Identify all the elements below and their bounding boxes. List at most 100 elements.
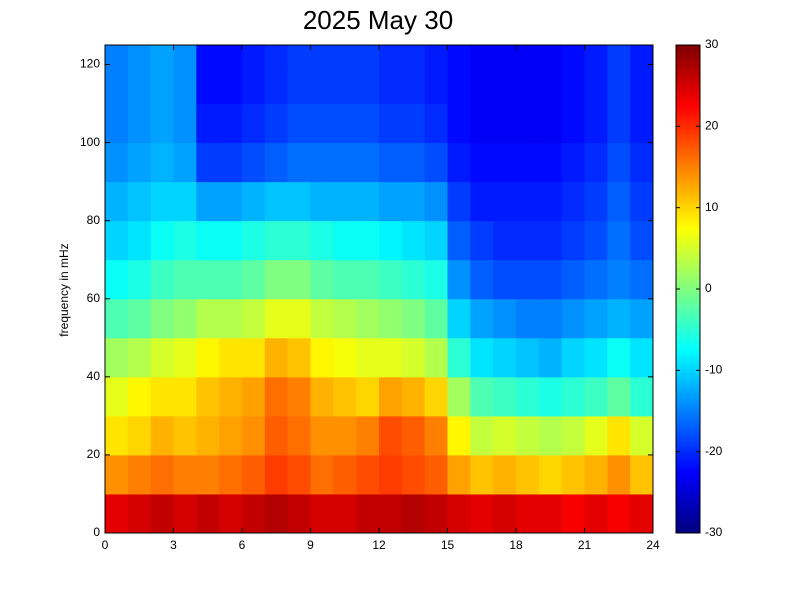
heatmap-cell bbox=[127, 64, 152, 105]
heatmap-cell bbox=[470, 454, 494, 495]
heatmap-cell bbox=[105, 142, 129, 183]
heatmap-cell bbox=[379, 181, 403, 222]
heatmap-cell bbox=[287, 181, 311, 222]
heatmap-cell bbox=[630, 181, 654, 222]
heatmap-cell bbox=[470, 298, 494, 339]
heatmap-cell bbox=[127, 298, 152, 339]
colorbar-tick-label: 10 bbox=[705, 200, 719, 214]
heatmap-cell bbox=[630, 45, 654, 66]
heatmap-cell bbox=[173, 493, 197, 534]
heatmap-cell bbox=[127, 45, 152, 66]
heatmap-cell bbox=[493, 454, 517, 495]
heatmap-cell bbox=[584, 376, 608, 417]
colorbar-tick-label: 30 bbox=[705, 37, 719, 51]
heatmap-cell bbox=[401, 259, 426, 300]
heatmap-cell bbox=[196, 298, 220, 339]
heatmap-cell bbox=[424, 259, 448, 300]
heatmap-cell bbox=[424, 103, 448, 144]
heatmap-cell bbox=[447, 64, 471, 105]
heatmap-cell bbox=[401, 454, 426, 495]
heatmap-cell bbox=[538, 181, 563, 222]
heatmap-cell bbox=[447, 415, 471, 456]
heatmap-cell bbox=[356, 103, 380, 144]
heatmap-cell bbox=[287, 337, 311, 378]
heatmap-cell bbox=[584, 259, 608, 300]
heatmap-cell bbox=[379, 493, 403, 534]
heatmap-cell bbox=[561, 376, 585, 417]
heatmap-cell bbox=[401, 103, 426, 144]
heatmap-cell bbox=[264, 298, 289, 339]
heatmap-cell bbox=[561, 415, 585, 456]
x-tick-label: 12 bbox=[372, 538, 386, 552]
heatmap-cell bbox=[105, 298, 129, 339]
heatmap-cell bbox=[561, 259, 585, 300]
heatmap-cell bbox=[607, 45, 631, 66]
heatmap-cell bbox=[333, 493, 357, 534]
heatmap-cell bbox=[379, 376, 403, 417]
heatmap-cell bbox=[287, 220, 311, 261]
heatmap-cell bbox=[333, 181, 357, 222]
heatmap-cell bbox=[196, 142, 220, 183]
heatmap-cell bbox=[379, 45, 403, 66]
heatmap-cell bbox=[264, 493, 289, 534]
heatmap-cell bbox=[287, 45, 311, 66]
heatmap-cell bbox=[538, 376, 563, 417]
heatmap-cell bbox=[401, 493, 426, 534]
colorbar-tick-label: -20 bbox=[705, 444, 723, 458]
heatmap-cell bbox=[310, 376, 334, 417]
heatmap-cell bbox=[287, 298, 311, 339]
heatmap-cell bbox=[424, 220, 448, 261]
heatmap-cell bbox=[401, 64, 426, 105]
heatmap-cell bbox=[127, 142, 152, 183]
heatmap-cell bbox=[447, 376, 471, 417]
heatmap-cell bbox=[516, 181, 540, 222]
y-axis-label: frequency in mHz bbox=[57, 243, 71, 336]
heatmap-cell bbox=[424, 298, 448, 339]
heatmap-cell bbox=[242, 103, 266, 144]
heatmap-cell bbox=[561, 181, 585, 222]
heatmap-cell bbox=[287, 415, 311, 456]
heatmap-cell bbox=[470, 493, 494, 534]
heatmap-cell bbox=[516, 45, 540, 66]
heatmap-cell bbox=[493, 181, 517, 222]
heatmap-cell bbox=[493, 298, 517, 339]
heatmap-cell bbox=[607, 259, 631, 300]
heatmap-cell bbox=[219, 64, 243, 105]
heatmap-cell bbox=[424, 493, 448, 534]
heatmap-cell bbox=[470, 103, 494, 144]
y-tick-label: 120 bbox=[80, 57, 100, 71]
heatmap-cell bbox=[333, 103, 357, 144]
heatmap-cell bbox=[219, 259, 243, 300]
heatmap-cell bbox=[196, 45, 220, 66]
heatmap-cell bbox=[196, 181, 220, 222]
heatmap-cell bbox=[150, 142, 174, 183]
heatmap-cell bbox=[538, 298, 563, 339]
heatmap-cell bbox=[516, 103, 540, 144]
heatmap-cell bbox=[447, 454, 471, 495]
heatmap-cell bbox=[333, 415, 357, 456]
heatmap-cell bbox=[493, 376, 517, 417]
heatmap-cell bbox=[516, 454, 540, 495]
heatmap-cell bbox=[264, 454, 289, 495]
heatmap-cell bbox=[584, 103, 608, 144]
heatmap-cell bbox=[424, 454, 448, 495]
heatmap-cell bbox=[538, 259, 563, 300]
heatmap-cell bbox=[401, 45, 426, 66]
heatmap-cell bbox=[196, 337, 220, 378]
heatmap-cell bbox=[538, 103, 563, 144]
heatmap-cell bbox=[264, 220, 289, 261]
heatmap-cell bbox=[356, 493, 380, 534]
heatmap-cell bbox=[516, 142, 540, 183]
heatmap-cell bbox=[630, 103, 654, 144]
heatmap-cell bbox=[219, 142, 243, 183]
heatmap-cell bbox=[150, 45, 174, 66]
heatmap-cell bbox=[561, 493, 585, 534]
heatmap-cell bbox=[584, 142, 608, 183]
heatmap-cell bbox=[242, 298, 266, 339]
heatmap-cell bbox=[401, 376, 426, 417]
heatmap-cell bbox=[127, 103, 152, 144]
colorbar-tick-label: 0 bbox=[705, 281, 712, 295]
heatmap-cell bbox=[333, 454, 357, 495]
heatmap-cell bbox=[538, 142, 563, 183]
x-tick-label: 6 bbox=[239, 538, 246, 552]
